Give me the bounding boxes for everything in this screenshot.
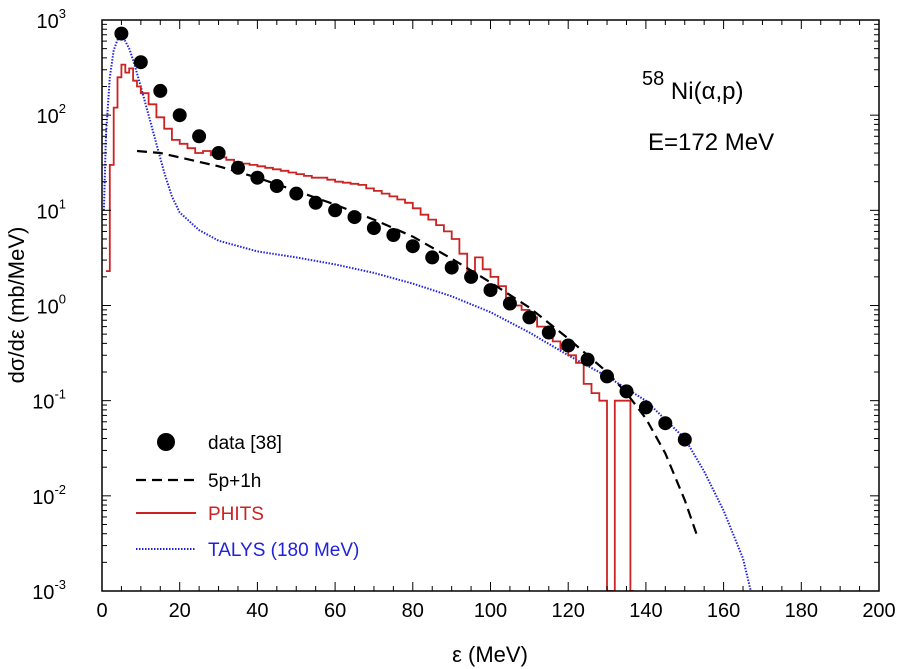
x-tick-label: 60 bbox=[324, 600, 346, 622]
data-point bbox=[444, 260, 459, 275]
y-tick-label: 10-1 bbox=[32, 387, 66, 414]
x-tick-label: 120 bbox=[552, 600, 585, 622]
data-point bbox=[366, 221, 381, 236]
data-point bbox=[347, 210, 362, 225]
data-point bbox=[250, 170, 265, 185]
y-tick-label: 103 bbox=[37, 6, 66, 33]
data-point bbox=[464, 269, 479, 284]
data-point bbox=[386, 228, 401, 242]
y-axis-title: dσ/dε (mb/MeV) bbox=[4, 227, 29, 384]
data-point bbox=[328, 203, 343, 218]
legend: data [38] 5p+1h PHITS TALYS (180 MeV) bbox=[136, 433, 359, 561]
x-tick-label: 80 bbox=[402, 600, 424, 622]
series-line-phits bbox=[105, 63, 635, 591]
tick-labels: 0 20 40 60 80 100 120 140 160 180 200 10-3 10-2 10-1 1… bbox=[32, 6, 896, 622]
ticks-layer bbox=[101, 20, 880, 592]
y-tick-label: 102 bbox=[37, 101, 66, 128]
x-axis-title: ε (MeV) bbox=[452, 642, 528, 667]
series-layer bbox=[102, 26, 752, 591]
data-point bbox=[172, 108, 187, 123]
x-tick-label: 20 bbox=[169, 600, 191, 622]
y-tick-label: 10-3 bbox=[32, 577, 66, 604]
x-tick-label: 160 bbox=[707, 600, 740, 622]
data-point bbox=[308, 195, 323, 210]
data-point bbox=[658, 416, 673, 431]
reaction-mass-number: 58 bbox=[642, 68, 664, 90]
y-tick-label: 10-2 bbox=[32, 482, 66, 509]
data-point bbox=[114, 26, 129, 41]
data-point bbox=[153, 83, 168, 98]
data-point bbox=[405, 239, 420, 254]
legend-label-5p1h: 5p+1h bbox=[208, 471, 261, 492]
data-point bbox=[580, 352, 595, 367]
data-point bbox=[600, 369, 614, 384]
data-point bbox=[133, 55, 148, 70]
data-point bbox=[522, 310, 537, 325]
x-tick-label: 200 bbox=[862, 600, 895, 622]
data-point bbox=[561, 338, 576, 353]
legend-label-talys: TALYS (180 MeV) bbox=[208, 540, 359, 561]
data-point bbox=[677, 432, 692, 447]
x-tick-label: 0 bbox=[96, 600, 107, 622]
y-tick-label: 100 bbox=[37, 292, 66, 319]
data-point bbox=[619, 384, 634, 399]
x-tick-label: 180 bbox=[785, 600, 818, 622]
data-point bbox=[425, 250, 440, 265]
x-tick-label: 140 bbox=[629, 600, 662, 622]
data-point bbox=[269, 179, 284, 193]
series-line-5p1h bbox=[136, 149, 698, 535]
legend-marker-data bbox=[157, 433, 175, 451]
x-tick-label: 100 bbox=[474, 600, 507, 622]
data-point bbox=[211, 146, 226, 160]
data-point bbox=[231, 160, 245, 175]
data-point bbox=[483, 283, 498, 298]
data-point bbox=[502, 296, 517, 311]
data-point bbox=[192, 129, 207, 144]
legend-label-data: data [38] bbox=[208, 433, 282, 454]
data-point bbox=[638, 400, 653, 415]
y-tick-label: 101 bbox=[37, 196, 66, 223]
data-point bbox=[289, 186, 304, 201]
legend-label-phits: PHITS bbox=[208, 504, 264, 525]
energy-label: E=172 MeV bbox=[648, 129, 774, 156]
x-tick-label: 40 bbox=[246, 600, 268, 622]
reaction-annotation: 58 Ni(α,p) E=172 MeV bbox=[642, 64, 774, 156]
reaction-label: 58 Ni(α,p) bbox=[642, 64, 743, 105]
reaction-name: Ni(α,p) bbox=[671, 78, 744, 105]
data-point bbox=[541, 325, 556, 340]
